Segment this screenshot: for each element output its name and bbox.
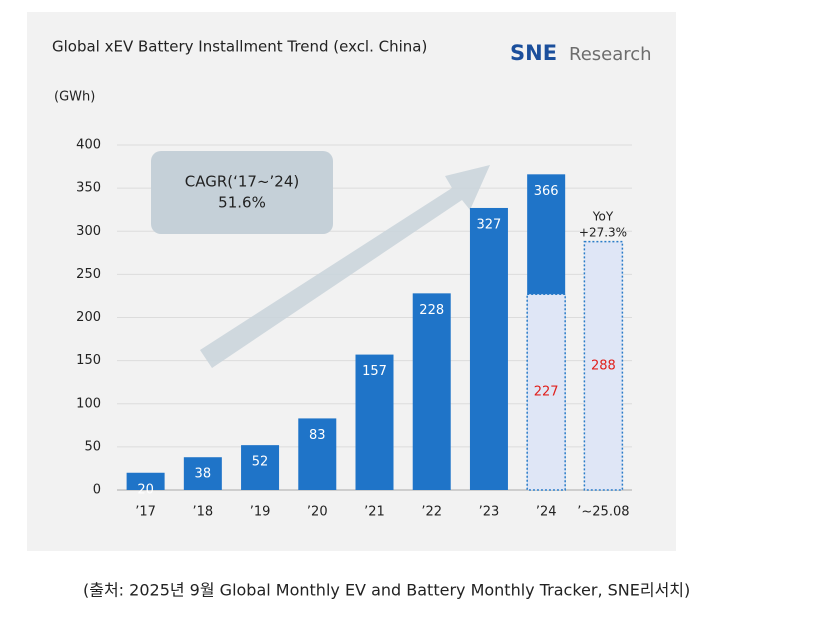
y-tick-label: 350	[76, 181, 101, 196]
y-tick-label: 300	[76, 224, 101, 239]
y-tick-label: 200	[76, 310, 101, 325]
x-tick-label: ’~25.08	[577, 505, 629, 520]
bar	[469, 207, 508, 490]
chart-title: Global xEV Battery Installment Trend (ex…	[52, 38, 427, 56]
value-label: 228	[419, 303, 444, 318]
y-tick-label: 0	[93, 483, 101, 498]
x-tick-label: ’22	[421, 505, 442, 520]
x-tick-label: ’23	[479, 505, 500, 520]
value-label: 20	[137, 482, 154, 497]
annotation: YoY	[592, 210, 614, 224]
value-label: 366	[534, 184, 559, 199]
growth-arrow	[200, 165, 490, 368]
annotation: CAGR(‘17~’24)	[185, 173, 300, 191]
x-tick-label: ’18	[192, 505, 213, 520]
x-tick-label: ’21	[364, 505, 385, 520]
value-label: 157	[362, 364, 387, 379]
annotation: 51.6%	[218, 194, 266, 212]
y-tick-label: 100	[76, 396, 101, 411]
y-tick-label: 50	[84, 439, 101, 454]
y-tick-label: 150	[76, 353, 101, 368]
annotation: +27.3%	[579, 226, 627, 240]
bar	[355, 354, 394, 490]
x-tick-label: ’24	[536, 505, 557, 520]
x-tick-label: ’20	[307, 505, 328, 520]
value-label: 83	[309, 428, 326, 443]
y-tick-label: 400	[76, 138, 101, 153]
value-label: 52	[252, 455, 269, 470]
bar	[183, 457, 222, 490]
value-label: 327	[477, 217, 502, 232]
bar	[241, 445, 280, 490]
bar	[298, 418, 337, 490]
x-tick-label: ’19	[250, 505, 271, 520]
source: (출처: 2025년 9월 Global Monthly EV and Batt…	[83, 581, 690, 600]
unit-label: (GWh)	[54, 90, 95, 105]
value-label: 227	[534, 385, 559, 400]
y-tick-label: 250	[76, 267, 101, 282]
panel	[27, 12, 676, 551]
cagr-box	[151, 151, 333, 234]
logo-text: Research	[569, 44, 652, 65]
bar	[412, 293, 451, 490]
x-tick-label: ’17	[135, 505, 156, 520]
logo-brand: SNE	[510, 41, 557, 65]
bar	[526, 293, 566, 491]
value-label: 38	[195, 467, 212, 482]
value-label: 288	[591, 358, 616, 373]
bar	[126, 472, 165, 490]
bar	[583, 240, 624, 491]
